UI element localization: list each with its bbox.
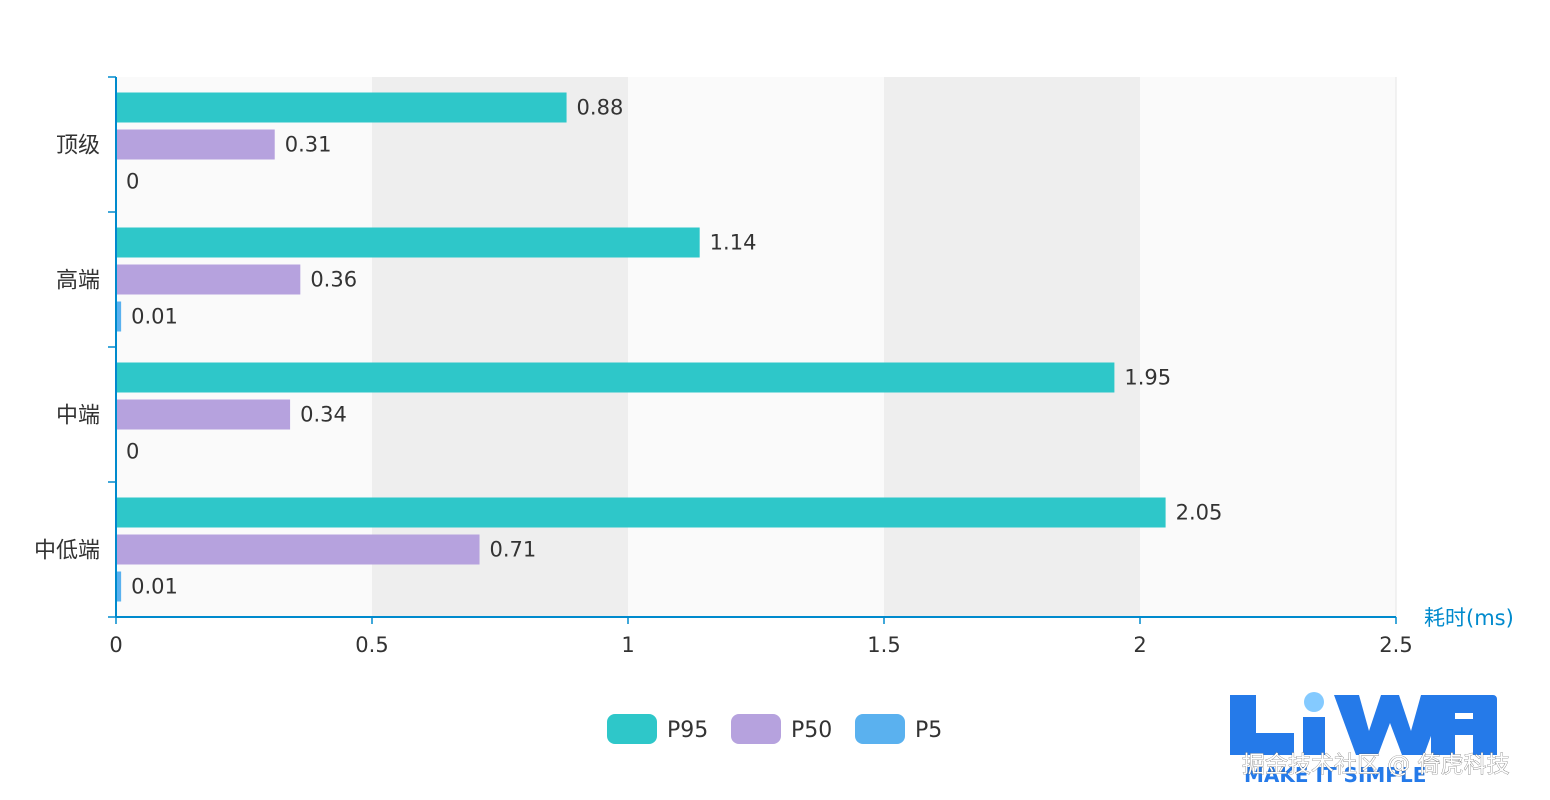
legend-swatch-p5[interactable] — [855, 714, 905, 744]
bar-p95[interactable] — [116, 92, 567, 123]
split-area-band — [628, 77, 884, 617]
bar-p5[interactable] — [116, 571, 122, 602]
legend-swatch-p50[interactable] — [731, 714, 781, 744]
data-label-p5: 0.01 — [131, 575, 178, 599]
data-label-p95: 2.05 — [1176, 501, 1223, 525]
grid-split-areas — [116, 77, 1397, 617]
bars-group — [116, 92, 1166, 602]
split-area-band — [1140, 77, 1396, 617]
data-label-p95: 1.14 — [710, 231, 757, 255]
y-category-label: 顶级 — [56, 134, 100, 159]
bar-p95[interactable] — [116, 362, 1115, 393]
data-label-p50: 0.71 — [490, 538, 537, 562]
y-category-label: 中低端 — [34, 539, 100, 564]
bar-p50[interactable] — [116, 264, 301, 295]
x-tick-label: 1 — [621, 633, 634, 657]
legend-label-p50[interactable]: P50 — [791, 718, 832, 743]
data-label-p5: 0 — [126, 170, 139, 194]
legend-label-p5[interactable]: P5 — [915, 718, 942, 743]
split-area-band — [884, 77, 1140, 617]
x-tick-label: 0.5 — [355, 633, 388, 657]
x-tick-label: 2.5 — [1379, 633, 1412, 657]
watermark-credit: 掘金技术社区 @ 倚虎科技 — [1242, 752, 1510, 778]
bar-p95[interactable] — [116, 497, 1166, 528]
y-category-label: 中端 — [56, 404, 100, 429]
x-axis-ticks: 0 0.5 1 1.5 2 2.5 — [109, 617, 1413, 657]
bar-p50[interactable] — [116, 399, 291, 430]
x-tick-label: 0 — [109, 633, 122, 657]
liwa-slogan: MAKE IT SIMPLE — [1244, 763, 1426, 787]
legend-label-p95[interactable]: P95 — [667, 718, 708, 743]
bar-p95[interactable] — [116, 227, 700, 258]
data-label-p95: 1.95 — [1124, 366, 1171, 390]
bar-p50[interactable] — [116, 129, 275, 160]
bar-p5[interactable] — [116, 301, 122, 332]
data-label-p50: 0.36 — [310, 268, 357, 292]
data-label-p95: 0.88 — [577, 96, 624, 120]
liwa-logo — [1230, 692, 1497, 755]
bar-p50[interactable] — [116, 534, 480, 565]
legend[interactable]: P95 P50 P5 — [607, 714, 942, 744]
legend-swatch-p95[interactable] — [607, 714, 657, 744]
y-category-label: 高端 — [56, 269, 100, 294]
x-tick-label: 2 — [1133, 633, 1146, 657]
data-label-p50: 0.31 — [285, 133, 332, 157]
data-label-p5: 0.01 — [131, 305, 178, 329]
x-axis-title: 耗时(ms) — [1424, 606, 1514, 630]
data-labels-group: 0.88 0.31 0 1.14 0.36 0.01 1.95 0.34 0 2.05 0.71 0.… — [126, 96, 1222, 599]
watermark: MAKE IT SIMPLE 掘金技术社区 @ 倚虎科技 — [1230, 692, 1510, 787]
x-tick-label: 1.5 — [867, 633, 900, 657]
data-label-p50: 0.34 — [300, 403, 347, 427]
data-label-p5: 0 — [126, 440, 139, 464]
